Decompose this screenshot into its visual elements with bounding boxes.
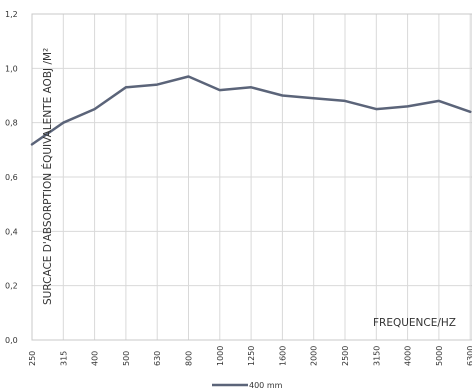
x-tick-label: 400 (91, 351, 100, 366)
plot-frame (31, 13, 472, 341)
y-tick-labels: 0,0 0,2 0,4 0,6 0,8 1,0 1,2 (5, 10, 18, 345)
x-tick-label: 315 (59, 351, 68, 366)
y-tick-label: 0,6 (5, 173, 18, 182)
y-tick-label: 0,2 (5, 282, 18, 291)
y-tick-label: 1,0 (5, 64, 18, 73)
x-tick-label: 2000 (310, 346, 319, 366)
x-tick-label: 1250 (247, 346, 256, 366)
x-axis-title: FREQUENCE/HZ (373, 317, 456, 329)
legend: 400 mm (212, 381, 283, 390)
series-layer (30, 75, 472, 146)
y-tick-label: 0,4 (5, 227, 18, 236)
y-tick-label: 1,2 (5, 10, 18, 19)
y-tick-label: 0,8 (5, 119, 18, 128)
y-tick-label: 0,0 (5, 336, 18, 345)
x-tick-label: 1600 (278, 346, 287, 366)
x-tick-labels: 250 315 400 500 630 800 1000 1250 1600 2000 2500 31… (28, 346, 472, 366)
x-tick-label: 3150 (372, 346, 381, 366)
x-tick-label: 500 (122, 351, 131, 366)
x-tick-label: 1000 (216, 346, 225, 366)
series-line (30, 75, 472, 146)
x-tick-label: 250 (28, 351, 37, 366)
x-tick-label: 6300 (466, 346, 472, 366)
x-tick-label: 5000 (435, 346, 444, 366)
x-tick-label: 2500 (341, 346, 350, 366)
x-tick-label: 4000 (404, 346, 413, 366)
x-tick-label: 630 (153, 351, 162, 366)
x-tick-label: 800 (185, 351, 194, 366)
legend-label: 400 mm (249, 381, 283, 390)
y-axis-title: SURCACE D'ABSORPTION ÉQUIVALENTE AOBJ /M… (41, 48, 54, 305)
grid (31, 13, 472, 341)
